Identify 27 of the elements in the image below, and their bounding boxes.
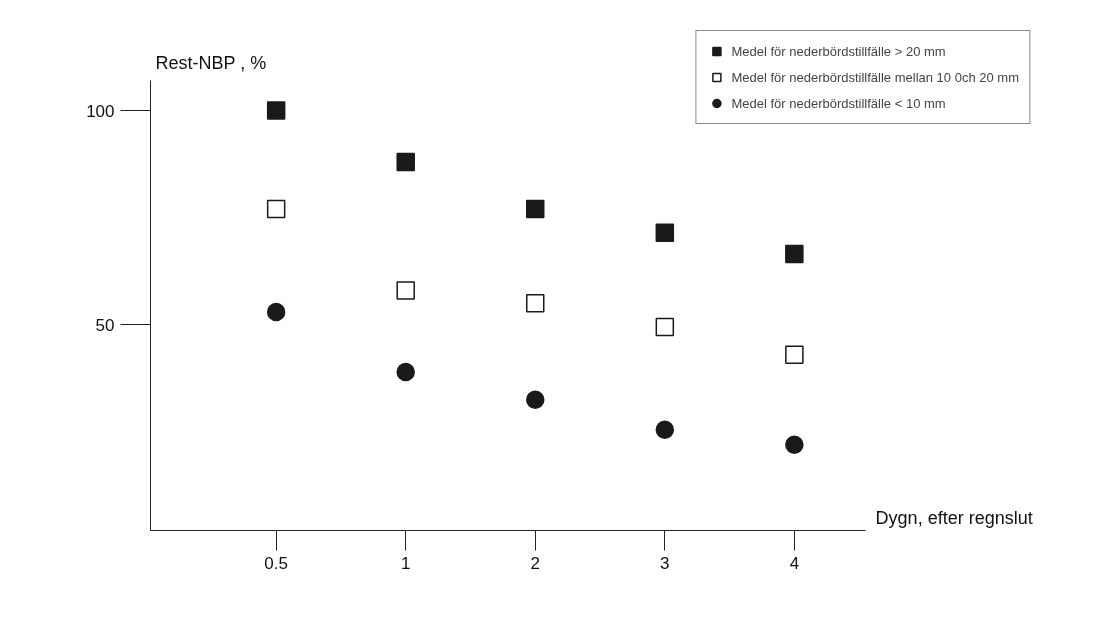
point <box>655 420 675 440</box>
point <box>266 101 286 120</box>
x-tick-label: 0.5 <box>264 553 288 573</box>
y-tick-label: 100 <box>86 101 115 121</box>
point <box>526 294 545 313</box>
point <box>785 435 804 455</box>
legend-label: Medel för nederbördstillfälle mellan 10 0ch 20 mm <box>731 69 1019 85</box>
point <box>396 152 415 172</box>
point <box>526 390 545 410</box>
point <box>266 302 286 322</box>
point <box>396 362 415 382</box>
point <box>655 317 675 337</box>
y-axis-title: Rest-NBP , % <box>155 52 267 73</box>
x-tick-label: 4 <box>789 553 800 573</box>
x-tick-label: 1 <box>400 553 411 573</box>
point <box>266 199 286 219</box>
point <box>526 199 545 219</box>
point <box>785 345 804 365</box>
point <box>785 244 804 264</box>
x-tick-label: 3 <box>660 553 670 573</box>
legend-label: Medel för nederbördstillfälle > 20 mm <box>731 43 946 59</box>
x-axis-title: Dygn, efter regnslut <box>875 507 1033 528</box>
y-tick-label: 50 <box>95 315 115 335</box>
point <box>396 281 415 300</box>
point <box>655 223 675 242</box>
x-tick-label: 2 <box>530 553 540 573</box>
legend-label: Medel för nederbördstillfälle < 10 mm <box>731 95 946 111</box>
